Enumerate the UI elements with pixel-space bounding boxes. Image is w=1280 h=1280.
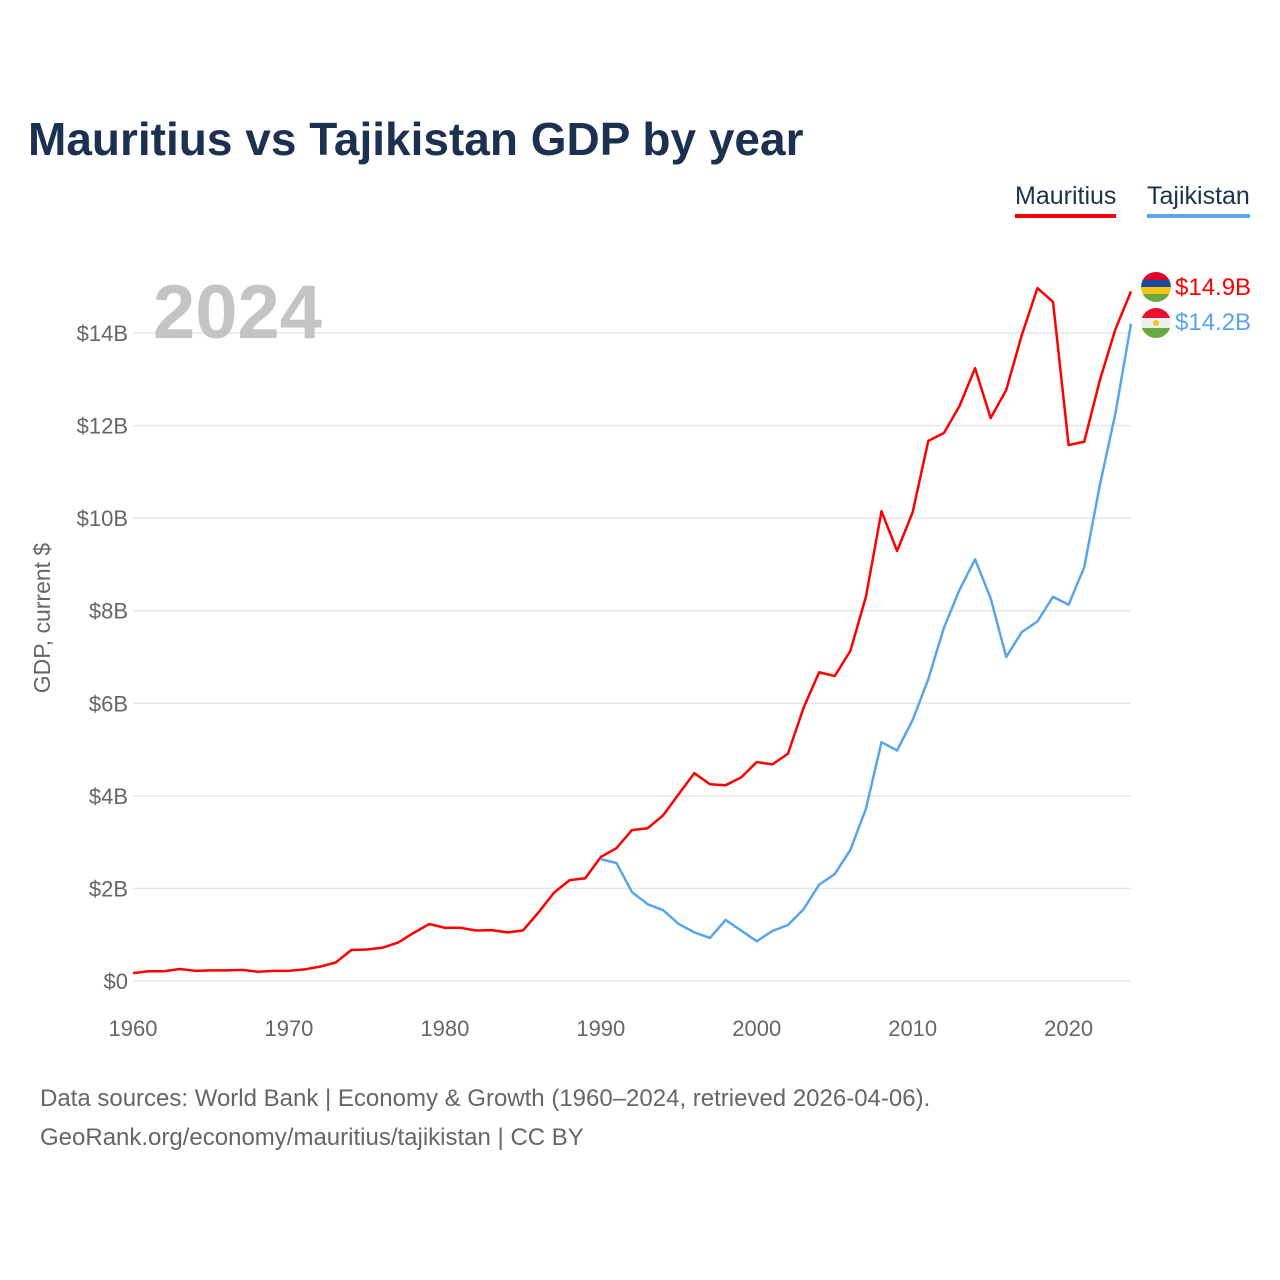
series-line-mauritius[interactable] (132, 286, 1133, 975)
x-tick-label: 1960 (109, 1016, 158, 1041)
mauritius-flag-icon (1141, 272, 1171, 302)
source-line-2[interactable]: GeoRank.org/economy/mauritius/tajikistan… (40, 1124, 584, 1151)
chart-title: Mauritius vs Tajikistan GDP by year (28, 113, 804, 165)
y-tick-label: $0 (104, 969, 128, 994)
x-tick-label: 1980 (420, 1016, 469, 1041)
tajikistan-flag-icon (1141, 308, 1171, 338)
y-axis-label: GDP, current $ (29, 543, 55, 694)
y-tick-label: $6B (89, 691, 128, 716)
y-tick-label: $12B (77, 414, 128, 439)
tajikistan-end-label: $14.2B (1175, 309, 1251, 336)
x-tick-label: 1970 (264, 1016, 313, 1041)
year-watermark: 2024 (153, 270, 322, 355)
y-tick-label: $10B (77, 506, 128, 531)
y-tick-label: $14B (77, 321, 128, 346)
series-line-tajikistan[interactable] (600, 323, 1133, 943)
x-tick-label: 1990 (576, 1016, 625, 1041)
legend-mauritius[interactable]: Mauritius (1015, 182, 1117, 218)
y-tick-label: $2B (89, 876, 128, 901)
source-line-1: Data sources: World Bank | Economy & Gro… (40, 1085, 931, 1112)
x-tick-label: 2020 (1044, 1016, 1093, 1041)
y-tick-label: $4B (89, 784, 128, 809)
mauritius-end-label: $14.9B (1175, 274, 1251, 301)
x-tick-label: 2000 (732, 1016, 781, 1041)
x-tick-label: 2010 (888, 1016, 937, 1041)
legend-tajikistan[interactable]: Tajikistan (1147, 182, 1250, 218)
y-tick-label: $8B (89, 599, 128, 624)
